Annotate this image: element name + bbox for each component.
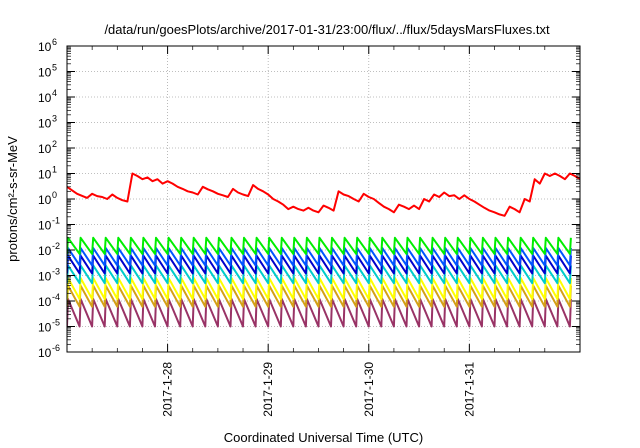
y-axis: 10 -610 -510 -410 -310 -210 -110 010 110 210 310 41… <box>38 37 580 360</box>
y-tick-label: 10 <box>38 346 52 360</box>
y-axis-label: protons/cm²-s-sr-MeV <box>5 136 20 262</box>
series-layer <box>67 172 580 328</box>
y-tick-label: 10 <box>38 66 52 80</box>
y-tick-label: 10 <box>38 219 52 233</box>
x-tick-label: 2017-1-29 <box>261 362 275 417</box>
y-tick-label: 10 <box>38 168 52 182</box>
x-axis-label: Coordinated Universal Time (UTC) <box>224 430 423 445</box>
y-tick-label: 10 <box>38 270 52 284</box>
x-tick-label: 2017-1-28 <box>161 362 175 417</box>
y-tick-exponent: -6 <box>52 343 60 353</box>
y-tick-exponent: 5 <box>52 63 57 73</box>
x-tick-label: 2017-1-31 <box>462 362 476 417</box>
y-tick-label: 10 <box>38 295 52 309</box>
y-tick-label: 10 <box>38 193 52 207</box>
series-line <box>67 172 580 217</box>
series-line <box>67 236 572 255</box>
chart-title: /data/run/goesPlots/archive/2017-01-31/2… <box>104 22 550 37</box>
series-line <box>67 277 572 300</box>
y-tick-exponent: -2 <box>52 241 60 251</box>
y-tick-label: 10 <box>38 244 52 258</box>
series-line <box>67 298 572 328</box>
y-tick-exponent: -1 <box>52 216 60 226</box>
y-tick-exponent: 6 <box>52 37 57 47</box>
y-tick-label: 10 <box>38 40 52 54</box>
x-axis: 2017-1-28 2017-1-29 2017-1-30 2017-1-31 <box>91 46 546 417</box>
x-tick-label: 2017-1-30 <box>362 362 376 417</box>
y-tick-label: 10 <box>38 91 52 105</box>
y-tick-exponent: -3 <box>52 267 60 277</box>
y-tick-exponent: 4 <box>52 88 57 98</box>
series-line <box>67 247 572 267</box>
y-tick-label: 10 <box>38 117 52 131</box>
y-tick-exponent: 0 <box>52 190 57 200</box>
y-tick-exponent: -4 <box>52 292 60 302</box>
y-tick-exponent: -5 <box>52 318 60 328</box>
y-tick-label: 10 <box>38 142 52 156</box>
y-tick-exponent: 2 <box>52 139 57 149</box>
y-tick-label: 10 <box>38 321 52 335</box>
y-tick-exponent: 3 <box>52 114 57 124</box>
y-tick-exponent: 1 <box>52 165 57 175</box>
